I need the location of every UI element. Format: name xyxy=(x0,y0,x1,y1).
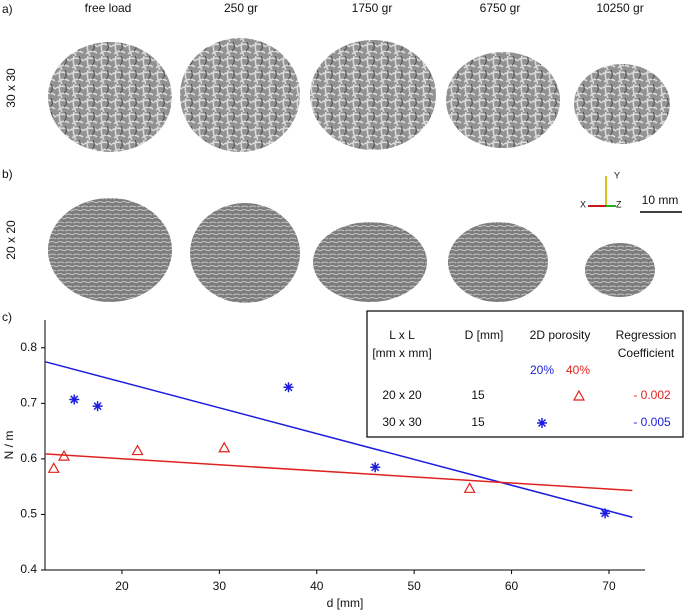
legend-header: D [mm] xyxy=(465,328,504,342)
column-header: 1750 gr xyxy=(352,1,393,15)
triad-label: X xyxy=(580,199,586,209)
point xyxy=(131,444,144,456)
column-header: free load xyxy=(85,1,132,15)
triad: Y X Z xyxy=(580,170,622,209)
panel-label: b) xyxy=(2,167,13,181)
x-tick-label: 30 xyxy=(213,579,227,593)
sample-image xyxy=(48,198,172,302)
legend-header: L x L xyxy=(389,328,415,342)
sample-image xyxy=(585,243,655,297)
x-tick-label: 60 xyxy=(505,579,519,593)
sample-image xyxy=(48,42,172,152)
legend-cell: 15 xyxy=(471,415,485,429)
point xyxy=(69,394,80,405)
regression-line xyxy=(44,453,633,492)
x-axis-label: d [mm] xyxy=(327,596,364,610)
x-tick-label: 70 xyxy=(602,579,616,593)
legend-header: Coefficient xyxy=(618,346,675,360)
y-tick-label: 0.4 xyxy=(20,562,37,576)
column-header: 10250 gr xyxy=(596,1,643,15)
renderings xyxy=(48,38,670,303)
sample-image xyxy=(310,40,436,150)
legend-cell: 30 x 30 xyxy=(382,415,422,429)
legend-symbol xyxy=(537,418,547,428)
legend-porosity: 20% xyxy=(530,363,554,377)
panel-label: c) xyxy=(2,310,12,324)
sample-image xyxy=(574,64,670,144)
legend-header: Regression xyxy=(616,328,677,342)
point xyxy=(47,462,60,473)
sample-image xyxy=(313,222,427,302)
regression-line xyxy=(44,360,633,518)
legend-header: [mm x mm] xyxy=(372,346,431,360)
legend-cell: - 0.005 xyxy=(633,415,671,429)
legend-cell: 15 xyxy=(471,388,485,402)
x-tick-label: 40 xyxy=(310,579,324,593)
row-label: 20 x 20 xyxy=(4,220,18,260)
column-header: 6750 gr xyxy=(480,1,521,15)
point xyxy=(218,441,231,453)
scale-bar-label: 10 mm xyxy=(642,193,679,207)
panel-label: a) xyxy=(2,2,13,16)
point xyxy=(370,462,381,473)
legend-cell: 20 x 20 xyxy=(382,388,422,402)
point xyxy=(463,482,476,493)
triad-label: Y xyxy=(614,170,620,180)
x-tick-label: 20 xyxy=(115,579,129,593)
row-label: 30 x 30 xyxy=(4,68,18,108)
y-tick-label: 0.6 xyxy=(20,451,37,465)
y-axis-label: N / m xyxy=(2,431,16,460)
legend-porosity: 40% xyxy=(566,363,590,377)
triad-label: Z xyxy=(616,199,622,209)
sample-image xyxy=(180,38,300,152)
point xyxy=(283,382,294,393)
y-tick-label: 0.7 xyxy=(20,396,37,410)
sample-image xyxy=(446,52,560,148)
chart: 0.4 0.5 0.6 0.7 0.8 20 30 40 50 60 70 d [mm] N / m L … xyxy=(2,310,684,610)
legend-symbol xyxy=(572,389,586,401)
y-tick-label: 0.8 xyxy=(20,340,37,354)
point xyxy=(600,508,611,519)
column-header: 250 gr xyxy=(224,1,258,15)
sample-image xyxy=(448,222,548,302)
legend-header: 2D porosity xyxy=(530,328,591,342)
sample-image xyxy=(190,203,300,303)
y-tick-label: 0.5 xyxy=(20,507,37,521)
x-tick-label: 50 xyxy=(407,579,421,593)
legend-box xyxy=(366,310,684,438)
point xyxy=(92,401,103,412)
point xyxy=(57,449,71,461)
legend-cell: - 0.002 xyxy=(633,388,671,402)
